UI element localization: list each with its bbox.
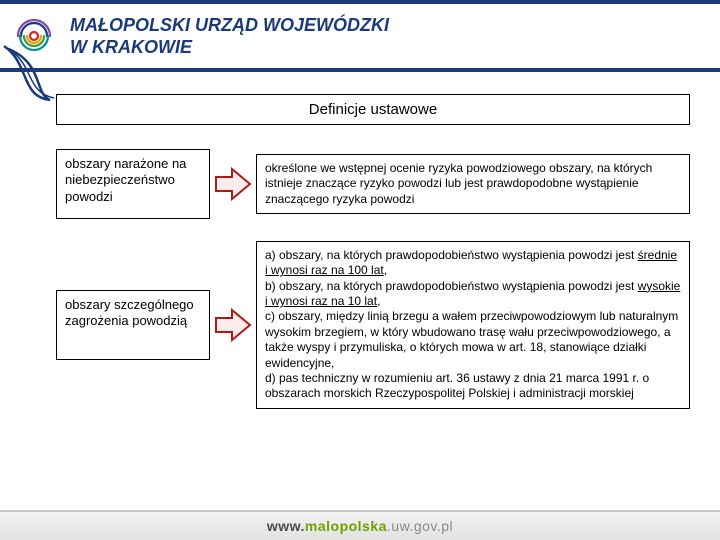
brand-text: MAŁOPOLSKI URZĄD WOJEWÓDZKI W KRAKOWIE — [70, 14, 389, 59]
brand-line2: W KRAKOWIE — [70, 36, 389, 59]
arrow-icon — [210, 304, 256, 346]
arrow-icon — [210, 163, 256, 205]
arrow-shape — [216, 169, 250, 199]
title-box: Definicje ustawowe — [56, 94, 690, 125]
term-box-1: obszary narażone na niebezpieczeństwo po… — [56, 149, 210, 219]
term-box-2: obszary szczególnego zagrożenia powodzią — [56, 290, 210, 360]
definition-text: określone we wstępnej ocenie ryzyka powo… — [265, 161, 652, 206]
definition-row: obszary szczególnego zagrożenia powodzią… — [56, 241, 690, 409]
title-text: Definicje ustawowe — [309, 101, 437, 118]
logo-swirl-icon — [8, 10, 60, 62]
footer-highlight: malopolska — [305, 518, 387, 534]
arrow-shape — [216, 310, 250, 340]
header-bar: MAŁOPOLSKI URZĄD WOJEWÓDZKI W KRAKOWIE — [0, 0, 720, 72]
term-text: obszary narażone na niebezpieczeństwo po… — [65, 156, 186, 204]
definition-box-2: a) obszary, na których prawdopodobieństw… — [256, 241, 690, 409]
definition-row: obszary narażone na niebezpieczeństwo po… — [56, 149, 690, 219]
definition-text: a) obszary, na których prawdopodobieństw… — [265, 248, 680, 400]
definition-box-1: określone we wstępnej ocenie ryzyka powo… — [256, 154, 690, 214]
footer-url: www.malopolska.uw.gov.pl — [267, 518, 453, 534]
brand-line1: MAŁOPOLSKI URZĄD WOJEWÓDZKI — [70, 14, 389, 37]
footer-bar: www.malopolska.uw.gov.pl — [0, 510, 720, 540]
footer-suffix: .uw.gov.pl — [387, 518, 453, 534]
term-text: obszary szczególnego zagrożenia powodzią — [65, 297, 194, 328]
content-area: Definicje ustawowe obszary narażone na n… — [0, 72, 720, 441]
footer-prefix: www. — [267, 518, 305, 534]
